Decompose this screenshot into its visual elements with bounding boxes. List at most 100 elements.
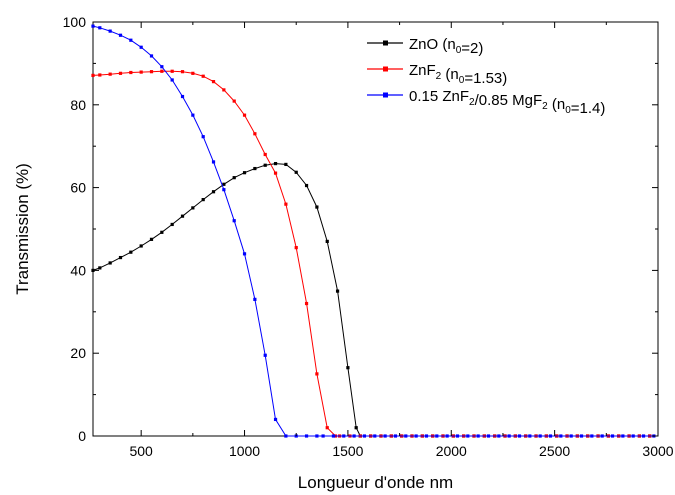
data-point [414, 434, 418, 438]
data-point [191, 113, 195, 117]
data-point [315, 205, 319, 209]
data-point [232, 219, 236, 223]
data-point [108, 261, 112, 265]
data-point [273, 161, 278, 166]
data-point [242, 113, 247, 117]
data-point [331, 434, 336, 438]
data-point [108, 72, 112, 76]
data-point [325, 239, 329, 244]
data-point [108, 29, 112, 33]
data-point [118, 255, 123, 260]
data-point [579, 434, 584, 438]
x-tick-label: 2500 [539, 443, 570, 459]
data-point [91, 24, 95, 28]
series-line-1 [92, 70, 340, 437]
data-point [129, 38, 133, 42]
legend-swatch-marker [383, 66, 388, 72]
data-point [486, 434, 491, 438]
data-point [180, 70, 185, 74]
data-point [621, 434, 625, 438]
legend-label: ZnO (n0=2) [409, 36, 483, 57]
data-point [497, 434, 501, 438]
data-point [232, 176, 236, 180]
legend-label-part: 2 [469, 97, 475, 108]
data-point [242, 171, 247, 175]
legend-label: 0.15 ZnF2/0.85 MgF2 (n0=1.4) [409, 88, 605, 117]
data-point [98, 26, 102, 30]
data-point [445, 434, 449, 438]
data-point [211, 160, 216, 164]
data-point [201, 198, 205, 202]
series-line-0 [92, 163, 361, 437]
data-point [253, 297, 257, 301]
data-point [600, 434, 604, 438]
data-point [284, 162, 288, 167]
data-point [118, 71, 123, 75]
data-point [129, 250, 133, 254]
plot-frame [92, 21, 659, 437]
data-point [393, 434, 398, 438]
data-point [222, 188, 226, 192]
legend-label-part: =2) [461, 40, 483, 57]
data-point [191, 71, 195, 75]
data-point [160, 65, 164, 69]
legend-swatch-marker [383, 40, 388, 46]
data-point [528, 434, 532, 438]
legend-label-part: 2 [542, 101, 548, 112]
data-point [404, 434, 408, 438]
data-point [342, 434, 346, 438]
x-tick-label: 1000 [229, 443, 260, 459]
data-point [160, 230, 164, 234]
legend-label-part: =1.53) [464, 70, 507, 87]
data-point [373, 434, 377, 438]
x-tick-label: 2000 [436, 443, 467, 459]
data-point [315, 434, 319, 438]
y-tick-label: 100 [63, 14, 87, 30]
data-point [263, 152, 267, 157]
data-point [610, 434, 615, 438]
data-point [517, 434, 522, 438]
data-point [631, 434, 635, 438]
data-point [222, 182, 226, 186]
y-tick-label: 40 [70, 262, 86, 278]
series-line-2 [92, 25, 324, 437]
data-point [91, 73, 95, 78]
data-point [98, 73, 102, 77]
data-point [284, 434, 288, 438]
data-point [346, 366, 350, 370]
x-tick-label: 500 [129, 443, 153, 459]
data-point [139, 45, 143, 49]
data-point [294, 170, 298, 174]
data-point [118, 33, 123, 37]
y-tick-label: 80 [70, 97, 86, 113]
legend-label-part: /0.85 MgF [475, 92, 543, 109]
data-point [211, 190, 216, 194]
data-point [201, 135, 205, 139]
data-point [335, 289, 340, 293]
y-tick-label: 20 [70, 345, 86, 361]
legend-label-part: 0 [456, 45, 462, 56]
legend-label-part: (n [548, 96, 566, 113]
data-point [476, 434, 480, 438]
data-point [149, 237, 154, 241]
data-point [284, 202, 288, 206]
data-point [253, 166, 257, 171]
x-tick-label: 1500 [332, 443, 363, 459]
series-lines [91, 24, 658, 438]
legend-swatch-marker [383, 92, 388, 98]
legend-label-part: 0.15 ZnF [409, 88, 469, 105]
data-point [304, 434, 309, 438]
data-point [98, 266, 102, 270]
data-point [170, 222, 174, 227]
data-point [273, 171, 278, 175]
data-point [222, 88, 226, 92]
data-point [569, 434, 573, 438]
data-point [590, 434, 594, 438]
data-point [263, 163, 267, 167]
data-point [242, 252, 247, 256]
data-point [435, 434, 439, 438]
data-point [253, 132, 257, 136]
data-point [160, 69, 164, 73]
data-point [170, 69, 174, 73]
